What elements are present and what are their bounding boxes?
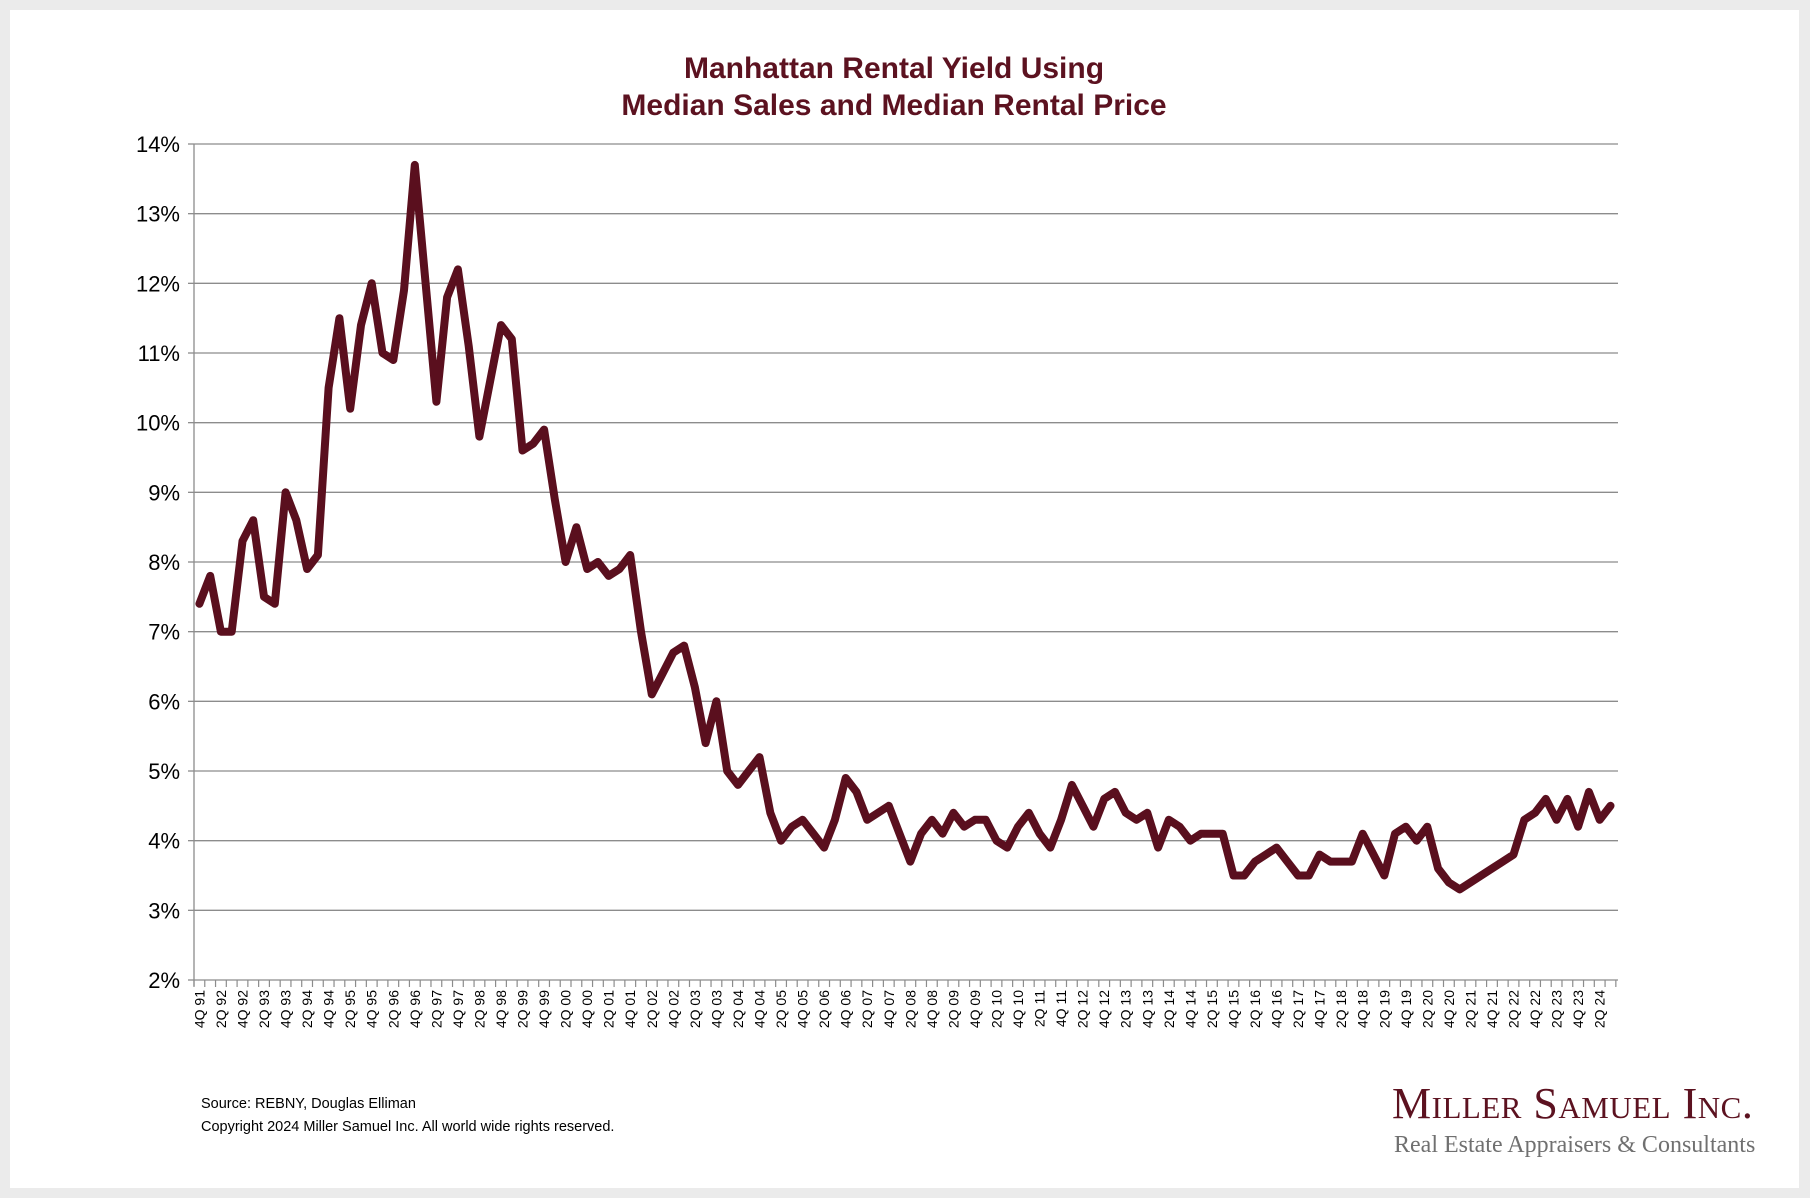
x-tick-label: 2Q 04 [730,990,746,1028]
x-tick-label: 4Q 04 [752,990,768,1028]
copyright-note: Copyright 2024 Miller Samuel Inc. All wo… [201,1119,615,1135]
y-tick-label: 9% [148,480,180,505]
x-tick-label: 2Q 00 [558,990,574,1028]
x-tick-label: 2Q 24 [1592,990,1608,1028]
x-tick-label: 2Q 17 [1290,990,1306,1028]
y-tick-label: 5% [148,759,180,784]
x-tick-label: 4Q 15 [1225,990,1241,1028]
x-tick-label: 4Q 12 [1096,990,1112,1028]
chart-title: Manhattan Rental Yield Using [683,52,1105,85]
company-logo: Miller Samuel Inc. [1392,1079,1754,1128]
x-tick-label: 2Q 93 [256,990,272,1028]
x-tick-label: 2Q 19 [1376,990,1392,1028]
x-tick-label: 2Q 96 [385,990,401,1028]
x-tick-label: 4Q 07 [881,990,897,1028]
y-tick-label: 2% [148,968,180,993]
x-tick-label: 2Q 10 [988,990,1004,1028]
x-tick-label: 2Q 92 [213,990,229,1028]
x-tick-label: 4Q 23 [1570,990,1586,1028]
x-tick-label: 2Q 97 [428,990,444,1028]
x-tick-label: 4Q 08 [924,990,940,1028]
x-tick-label: 4Q 00 [579,990,595,1028]
x-tick-label: 4Q 06 [838,990,854,1028]
x-tick-label: 4Q 94 [321,990,337,1028]
x-tick-label: 2Q 06 [816,990,832,1028]
x-tick-label: 4Q 14 [1182,990,1198,1028]
series-line [195,160,1615,894]
x-tick-label: 2Q 07 [859,990,875,1028]
x-tick-label: 4Q 11 [1053,990,1069,1027]
x-tick-label: 2Q 12 [1075,990,1091,1028]
chart-panel: Manhattan Rental Yield Using Median Sale… [10,10,1799,1188]
x-tick-label: 2Q 20 [1419,990,1435,1028]
x-tick-label: 4Q 16 [1269,990,1285,1028]
x-tick-label: 2Q 14 [1161,990,1177,1028]
x-tick-label: 4Q 10 [1010,990,1026,1028]
x-tick-label: 4Q 17 [1312,990,1328,1028]
x-tick-label: 2Q 23 [1549,990,1565,1028]
x-tick-label: 4Q 02 [665,990,681,1028]
x-tick-label: 4Q 92 [234,990,250,1028]
x-tick-label: 2Q 16 [1247,990,1263,1028]
company-tagline: Real Estate Appraisers & Consultants [1394,1132,1756,1158]
x-tick-label: 2Q 13 [1118,990,1134,1028]
y-tick-label: 13% [136,202,180,227]
line-chart: 2% 3% 4% 5% 6% 7% 8% 9% 10% 11% 12% 13% 14% 4Q 91 2Q 9… [136,132,1618,1028]
x-tick-label: 4Q 93 [278,990,294,1028]
x-tick-label: 4Q 01 [622,990,638,1028]
y-tick-label: 8% [148,550,180,575]
x-tick-label: 4Q 96 [407,990,423,1028]
x-tick-label: 2Q 98 [471,990,487,1028]
x-tick-label: 2Q 01 [601,990,617,1028]
x-tick-label: 2Q 02 [644,990,660,1028]
x-tick-label: 2Q 09 [945,990,961,1028]
x-tick-label: 4Q 05 [795,990,811,1028]
x-tick-label: 4Q 21 [1484,990,1500,1028]
y-tick-label: 4% [148,829,180,854]
x-tick-label: 2Q 94 [299,990,315,1028]
x-tick-label: 2Q 08 [902,990,918,1028]
y-tick-label: 6% [148,689,180,714]
x-tick-label: 4Q 97 [450,990,466,1028]
x-tick-label: 4Q 18 [1355,990,1371,1028]
x-tick-label: 2Q 03 [687,990,703,1028]
x-tick-label: 2Q 95 [342,990,358,1028]
source-note: Source: REBNY, Douglas Elliman [201,1096,416,1112]
x-tick-label: 4Q 20 [1441,990,1457,1028]
x-tick-label: 2Q 99 [515,990,531,1028]
y-tick-label: 10% [136,411,180,436]
x-tick-label: 2Q 22 [1506,990,1522,1028]
y-tick-label: 14% [136,132,180,157]
x-tick-label: 2Q 21 [1462,990,1478,1028]
x-tick-label: 4Q 03 [708,990,724,1028]
chart-subtitle: Median Sales and Median Rental Price [621,89,1167,122]
y-tick-label: 7% [148,620,180,645]
x-tick-label: 2Q 15 [1204,990,1220,1028]
x-tick-label: 2Q 05 [773,990,789,1028]
x-tick-label: 4Q 98 [493,990,509,1028]
x-tick-label: 4Q 91 [191,990,207,1028]
x-tick-label: 2Q 11 [1032,990,1048,1027]
y-tick-label: 11% [138,341,180,366]
x-tick-label: 4Q 22 [1527,990,1543,1028]
x-tick-label: 4Q 99 [536,990,552,1028]
x-tick-label: 4Q 19 [1398,990,1414,1028]
y-tick-label: 12% [136,271,180,296]
x-tick-label: 4Q 13 [1139,990,1155,1028]
x-tick-label: 4Q 09 [967,990,983,1028]
y-tick-label: 3% [148,898,180,923]
x-tick-label: 2Q 18 [1333,990,1349,1028]
x-tick-label: 4Q 95 [364,990,380,1028]
